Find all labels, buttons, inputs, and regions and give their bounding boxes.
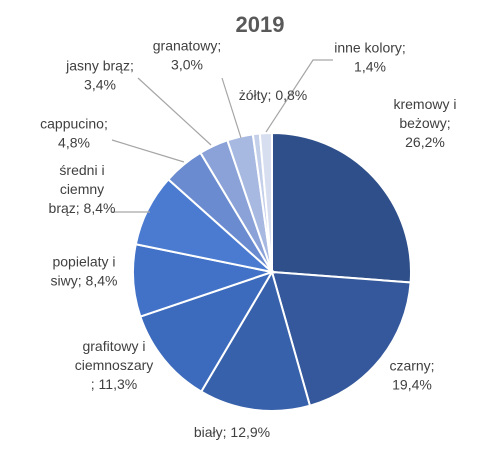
pie-slice [199, 269, 312, 412]
slice-label-line: granatowy; [153, 38, 221, 54]
slice-label-line: biały; 12,9% [194, 424, 270, 440]
slice-label-line: czarny; [389, 358, 434, 374]
pie-slice [271, 131, 412, 284]
slice-label-line: cappucino; [40, 116, 108, 132]
slice-label-line: żółty; 0,8% [239, 87, 307, 103]
slice-label-line: 3,4% [84, 77, 116, 93]
slice-label: biały; 12,9% [194, 424, 270, 440]
slice-label: średni i ciemny brąz; 8,4% [49, 162, 116, 216]
slice-label-line: 19,4% [392, 377, 432, 393]
slice-label: inne kolory; 1,4% [334, 40, 406, 75]
slice-labels: kremowy i beżowy; 26,2% czarny; 19,4% biały; … [40, 38, 456, 441]
slice-label-line: 26,2% [405, 134, 445, 150]
leader-line [137, 77, 212, 146]
leader-line [111, 139, 185, 163]
slice-label-line: beżowy; [399, 115, 450, 131]
slice-label: żółty; 0,8% [239, 87, 307, 103]
slice-label: kremowy i beżowy; 26,2% [393, 96, 456, 150]
slice-label-line: kremowy i [393, 96, 456, 112]
slice-label-line: brąz; 8,4% [49, 200, 116, 216]
slice-label-line: 1,4% [354, 59, 386, 75]
slice-label-line: grafitowy i [82, 338, 145, 354]
slice-label-line: ciemny [60, 181, 104, 197]
pie-slices [132, 131, 412, 412]
slice-label-line: popielaty i [52, 254, 115, 270]
pie-slice [270, 270, 412, 407]
pie-slice [139, 270, 275, 394]
slice-label: cappucino; 4,8% [40, 116, 108, 151]
slice-label: granatowy; 3,0% [153, 38, 221, 73]
leader-line [221, 77, 242, 139]
chart-title: 2019 [236, 12, 285, 37]
pie-slice [258, 131, 273, 273]
slice-label-line: ciemnoszary [75, 357, 154, 373]
slice-label: czarny; 19,4% [389, 358, 434, 393]
slice-label-line: siwy; 8,4% [51, 273, 118, 289]
slice-label-line: 3,0% [171, 57, 203, 73]
slice-label-line: 4,8% [58, 135, 90, 151]
slice-label-line: ; 11,3% [91, 376, 137, 392]
slice-label: grafitowy i ciemnoszary ; 11,3% [75, 338, 154, 392]
slice-label-line: jasny brąz; [65, 58, 134, 74]
leader-lines [111, 59, 333, 213]
slice-label: popielaty i siwy; 8,4% [51, 254, 118, 289]
slice-label: jasny brąz; 3,4% [65, 58, 134, 93]
leader-line [265, 59, 333, 133]
slice-label-line: inne kolory; [334, 40, 406, 56]
slice-label-line: średni i [59, 162, 104, 178]
